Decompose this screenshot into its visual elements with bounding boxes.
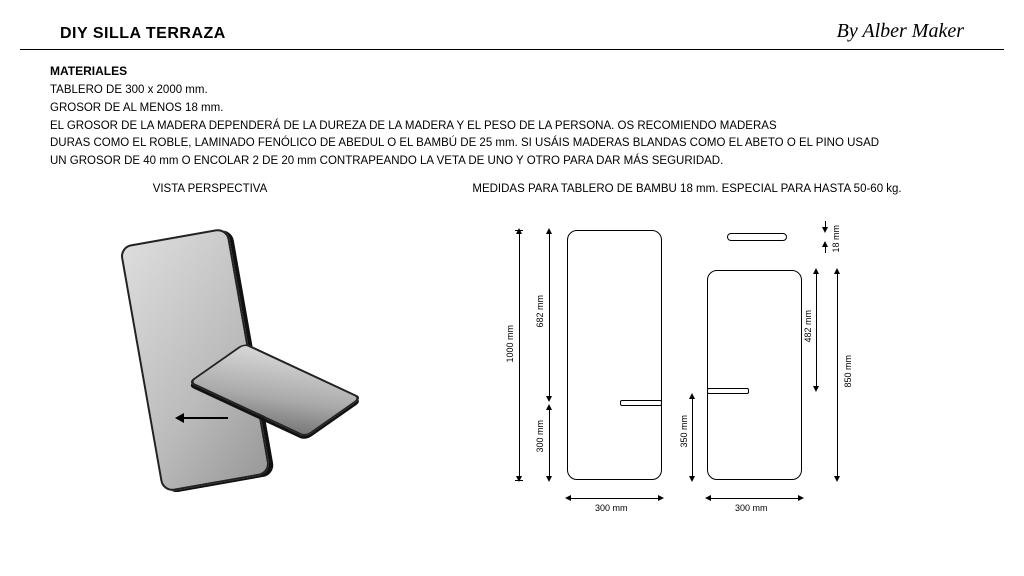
technical-drawing: 1000 mm 682 mm 300 mm 300 mm 850 mm 482 … [427, 215, 947, 525]
back-piece-slot [620, 400, 662, 406]
dim-seat-total: 850 mm [843, 355, 853, 388]
materials-line: TABLERO DE 300 x 2000 mm. [50, 82, 974, 100]
dim-upper-back: 682 mm [535, 295, 545, 328]
dim-line [692, 395, 693, 480]
seat-piece-slot [707, 388, 749, 394]
dim-lower-back: 300 mm [535, 420, 545, 453]
thickness-piece [727, 233, 787, 241]
perspective-column: VISTA PERSPECTIVA [50, 183, 370, 525]
materials-heading: MATERIALES [50, 64, 974, 78]
dim-line [519, 230, 520, 480]
dim-line [549, 406, 550, 480]
materials-section: MATERIALES TABLERO DE 300 x 2000 mm. GRO… [0, 50, 1024, 171]
page-title: DIY SILLA TERRAZA [60, 25, 226, 43]
seat-piece-outline [707, 270, 802, 480]
dim-thickness: 18 mm [831, 225, 841, 253]
dim-line [567, 498, 662, 499]
dim-line [837, 270, 838, 480]
dim-line [549, 230, 550, 400]
materials-line: DURAS COMO EL ROBLE, LAMINADO FENÓLICO D… [50, 135, 974, 153]
dim-tick [515, 480, 523, 481]
dim-line [825, 243, 826, 253]
perspective-drawing [80, 225, 340, 515]
measures-column: MEDIDAS PARA TABLERO DE BAMBU 18 mm. ESP… [400, 183, 974, 525]
dim-width-seat: 300 mm [735, 503, 768, 513]
dim-seat-lower: 350 mm [679, 415, 689, 448]
author-signature: By Alber Maker [837, 20, 964, 43]
views-row: VISTA PERSPECTIVA MEDIDAS PARA TABLERO D… [0, 171, 1024, 525]
dim-line [825, 221, 826, 231]
dim-width-back: 300 mm [595, 503, 628, 513]
dim-tick [515, 230, 523, 231]
assembly-arrow-icon [178, 417, 228, 419]
back-piece-outline [567, 230, 662, 480]
dim-total-height: 1000 mm [505, 325, 515, 363]
dim-seat-upper: 482 mm [803, 310, 813, 343]
materials-line: EL GROSOR DE LA MADERA DEPENDERÁ DE LA D… [50, 118, 974, 136]
measures-label: MEDIDAS PARA TABLERO DE BAMBU 18 mm. ESP… [472, 183, 901, 195]
perspective-label: VISTA PERSPECTIVA [153, 183, 268, 195]
dim-line [707, 498, 802, 499]
materials-line: UN GROSOR DE 40 mm O ENCOLAR 2 DE 20 mm … [50, 153, 974, 171]
materials-line: GROSOR DE AL MENOS 18 mm. [50, 100, 974, 118]
header: DIY SILLA TERRAZA By Alber Maker [20, 0, 1004, 50]
dim-line [816, 270, 817, 390]
